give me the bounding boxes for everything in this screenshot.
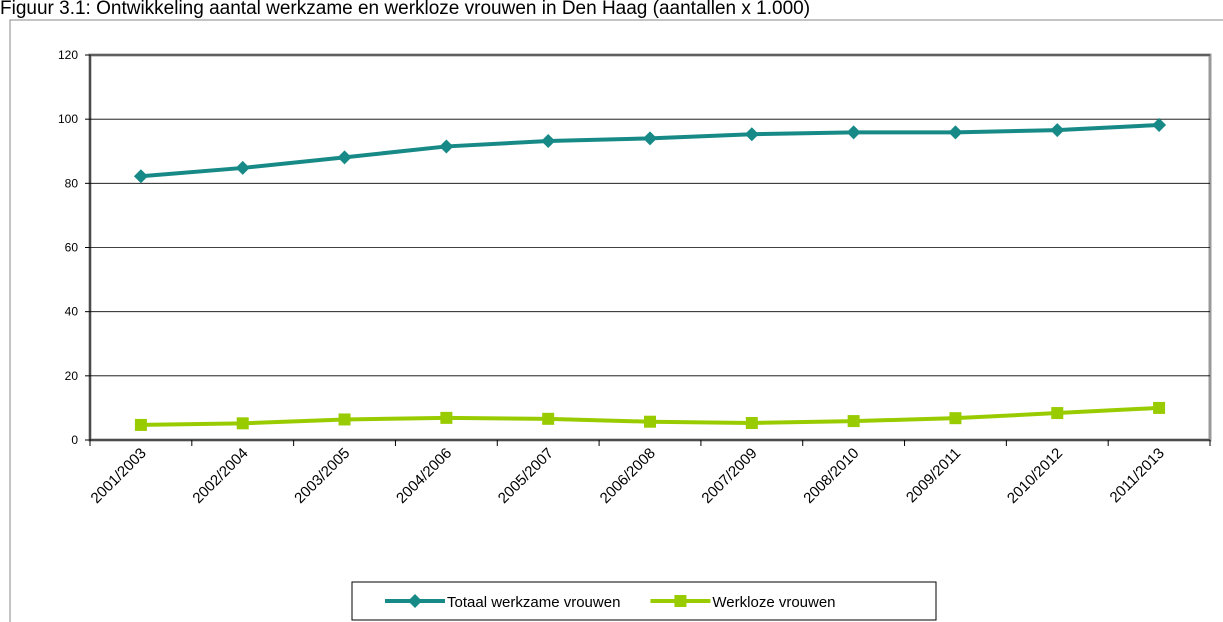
y-tick-label: 40 [65, 305, 79, 319]
x-tick-label: 2009/2011 [903, 445, 964, 506]
data-point [644, 415, 656, 428]
data-point [133, 169, 148, 184]
x-tick-label: 2001/2003 [88, 445, 150, 507]
x-tick-label: 2006/2008 [597, 445, 659, 507]
legend-marker [408, 594, 422, 608]
x-tick-label: 2002/2004 [189, 445, 251, 507]
y-tick-label: 120 [58, 48, 78, 62]
data-point [847, 415, 860, 428]
data-point [439, 139, 454, 154]
x-tick-label: 2010/2012 [1004, 445, 1066, 507]
data-point [1153, 401, 1166, 414]
chart-frame [9, 19, 1223, 622]
legend-box [351, 581, 937, 621]
data-point [744, 127, 759, 142]
data-point [1152, 117, 1167, 132]
y-tick-label: 0 [71, 433, 78, 447]
y-tick-label: 20 [65, 369, 79, 383]
data-point [542, 412, 555, 425]
legend-label: Werkloze vrouwen [712, 594, 835, 611]
data-point [745, 416, 758, 429]
data-point [643, 131, 657, 146]
x-tick-label: 2005/2007 [495, 445, 557, 507]
data-point [948, 125, 963, 140]
data-point [846, 125, 861, 140]
data-point [440, 411, 453, 424]
data-point [338, 413, 351, 426]
data-point [1050, 123, 1065, 138]
legend-label: Totaal werkzame vrouwen [447, 594, 620, 611]
data-point [541, 133, 556, 148]
data-point [235, 160, 250, 175]
data-point [337, 150, 352, 165]
x-tick-label: 2007/2009 [698, 445, 760, 507]
y-tick-label: 80 [65, 176, 79, 190]
chart-title: Figuur 3.1: Ontwikkeling aantal werkzame… [0, 0, 810, 19]
y-tick-label: 60 [65, 241, 79, 255]
data-point [236, 417, 249, 430]
x-tick-label: 2008/2010 [800, 445, 862, 507]
data-point [949, 412, 962, 425]
x-tick-label: 2004/2006 [393, 445, 455, 507]
x-tick-label: 2011/2013 [1107, 445, 1168, 506]
x-tick-label: 2003/2005 [291, 445, 353, 507]
legend-marker [674, 595, 687, 607]
data-point [1051, 407, 1064, 420]
y-tick-label: 100 [58, 112, 78, 126]
data-point [134, 418, 147, 431]
